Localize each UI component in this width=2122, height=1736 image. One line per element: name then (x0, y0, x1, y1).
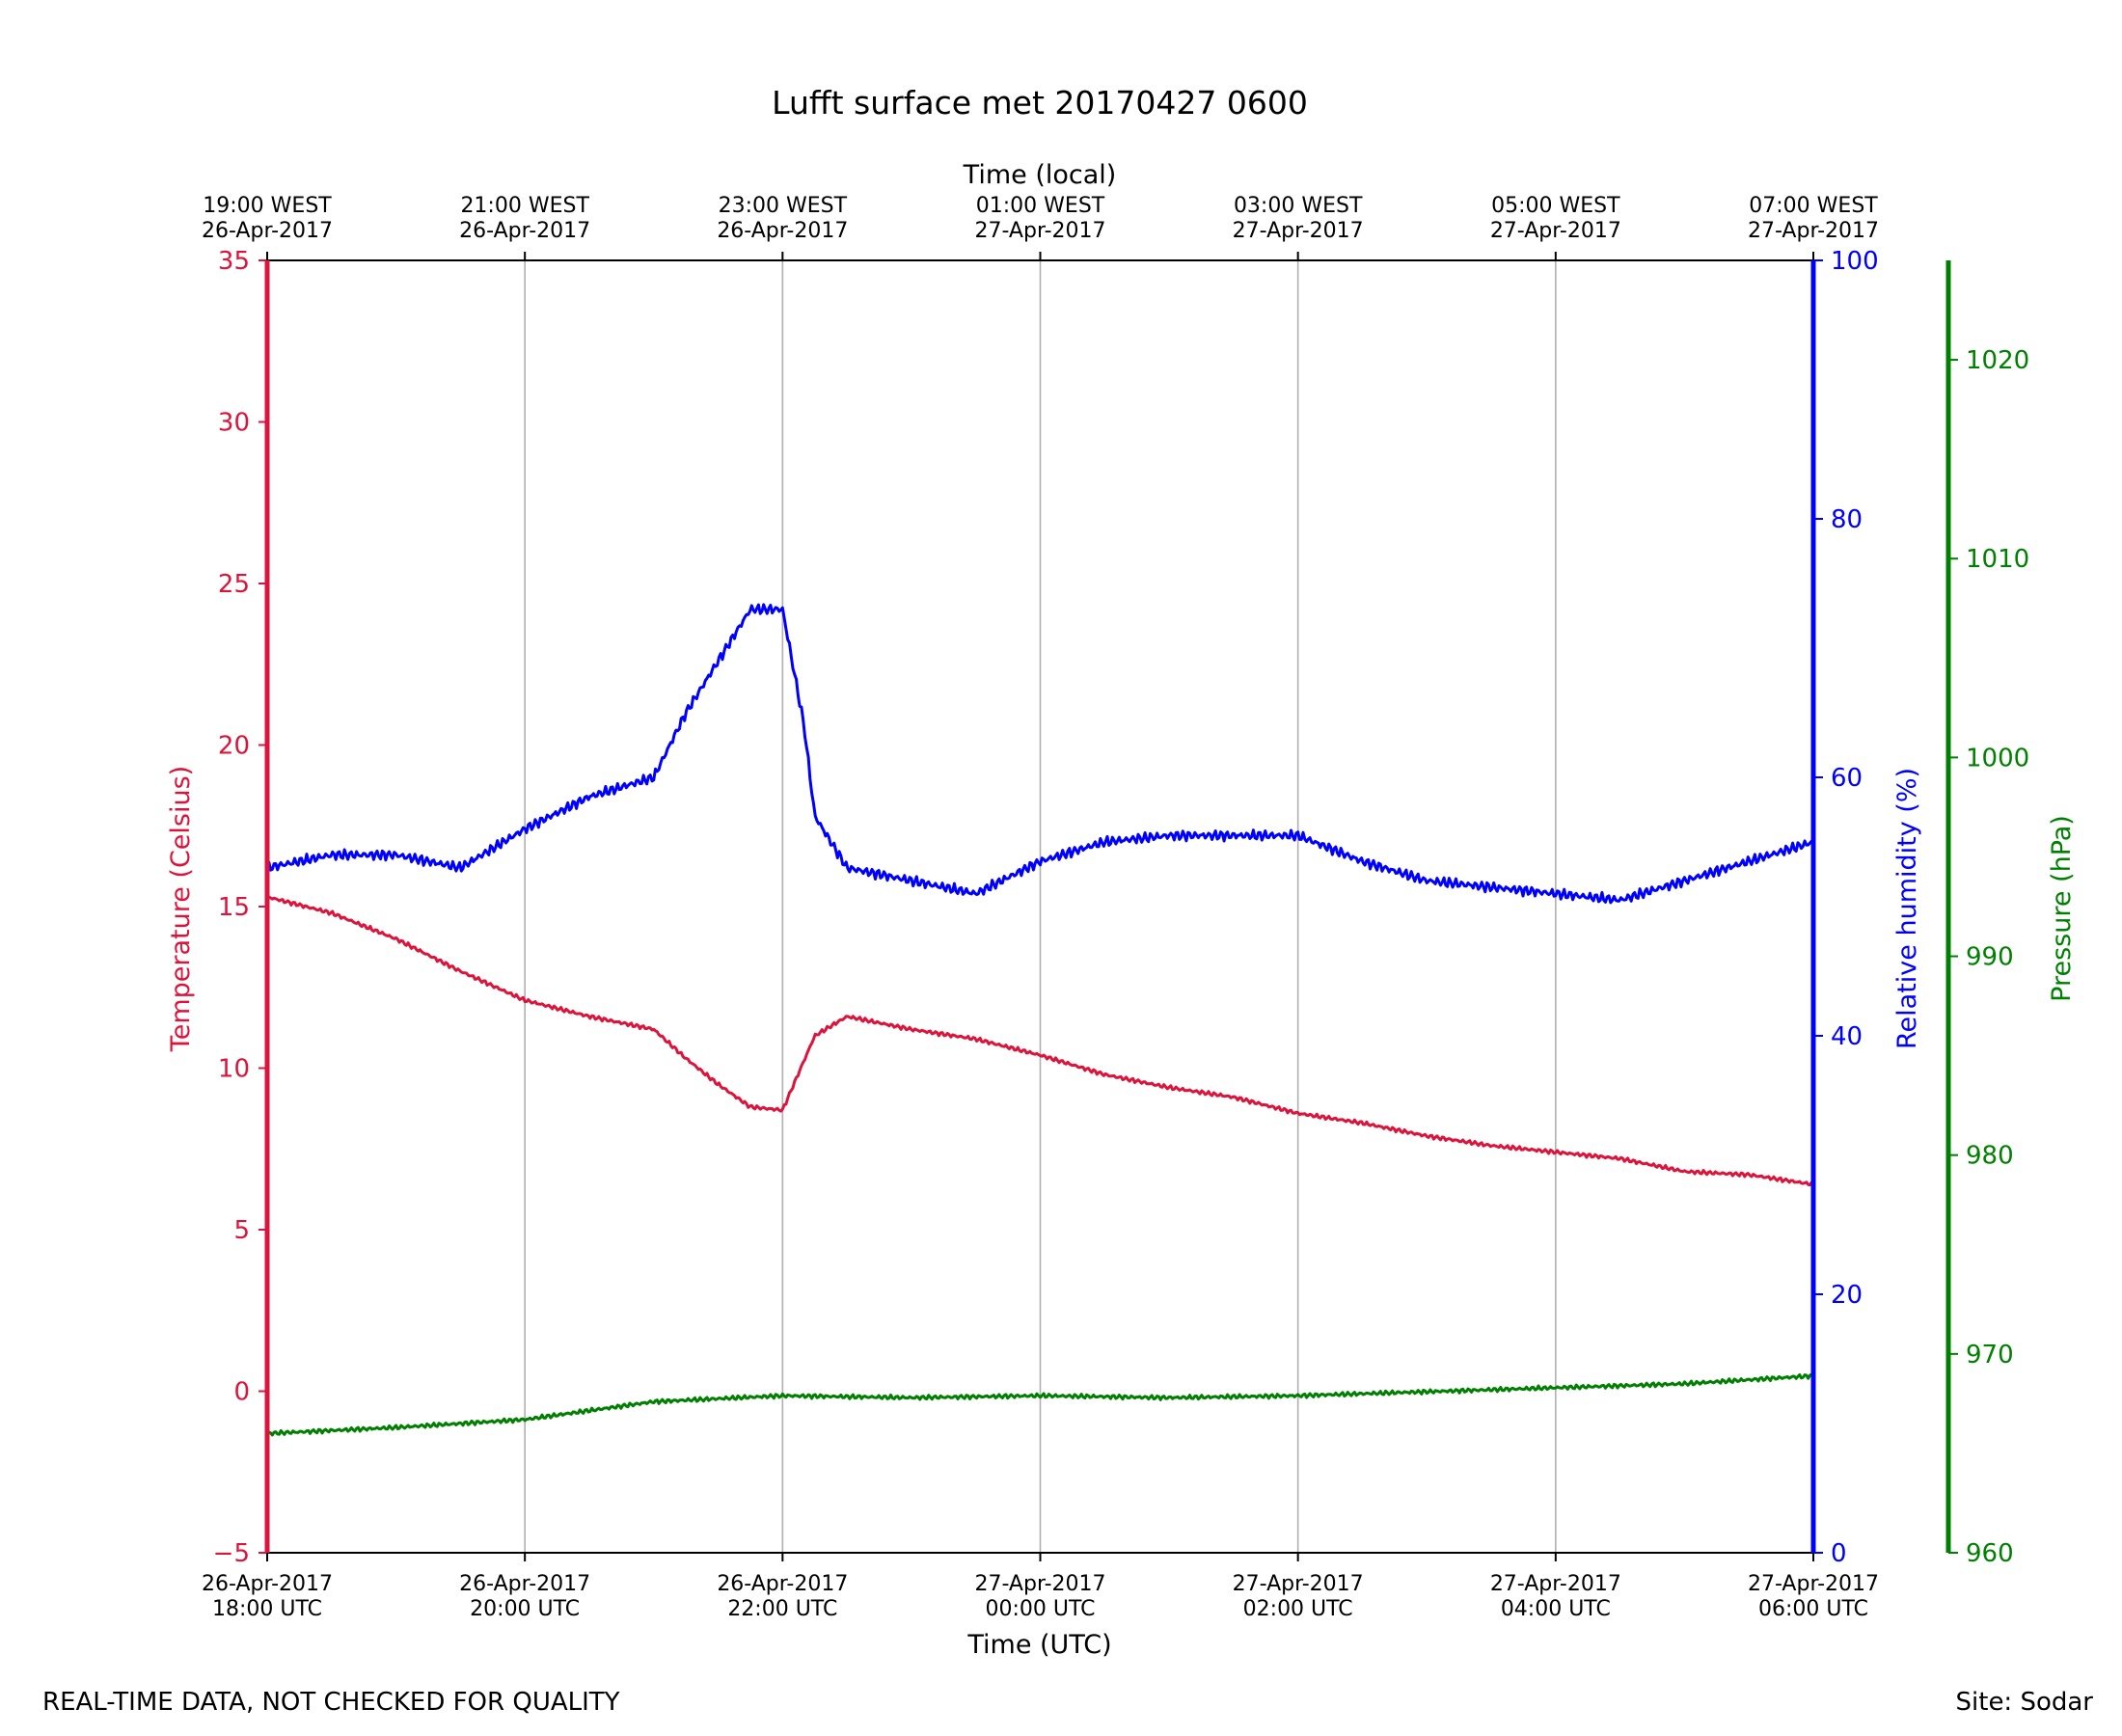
top-tick-label-date: 26-Apr-2017 (459, 219, 590, 243)
x-axis-label: Time (UTC) (966, 1630, 1111, 1660)
x-tick-label-time: 02:00 UTC (1243, 1597, 1353, 1621)
pressure-tick-label: 960 (1966, 1539, 2014, 1568)
humidity-series-line (265, 603, 1814, 905)
pressure-series-line (265, 1372, 1815, 1437)
pressure-tick-label: 990 (1966, 943, 2014, 972)
x-tick-label-time: 20:00 UTC (470, 1597, 580, 1621)
pressure-axis-label: Pressure (hPa) (2047, 815, 2077, 1002)
top-tick-label-date: 27-Apr-2017 (1748, 219, 1879, 243)
x-tick-label-date: 27-Apr-2017 (1490, 1572, 1621, 1596)
temperature-tick-label: 10 (218, 1055, 250, 1084)
top-tick-label-time: 05:00 WEST (1491, 194, 1620, 218)
pressure-tick-label: 1020 (1966, 346, 2029, 375)
grid (524, 260, 1557, 1553)
temperature-tick-label: 35 (218, 247, 250, 276)
top-tick-label-date: 27-Apr-2017 (1233, 219, 1364, 243)
temperature-tick-label: 0 (233, 1378, 250, 1407)
temperature-tick-label: 5 (233, 1216, 250, 1245)
axes-group: −5 0 5 10 15 20 25 30 35 0 20 40 60 80 100 960 970 980 990… (202, 194, 2029, 1621)
temperature-tick-label: −5 (213, 1539, 250, 1568)
humidity-tick-label: 80 (1831, 505, 1863, 534)
top-tick-label-date: 27-Apr-2017 (1490, 219, 1621, 243)
top-tick-label-time: 23:00 WEST (719, 194, 848, 218)
top-tick-label-date: 27-Apr-2017 (974, 219, 1105, 243)
humidity-tick-label: 60 (1831, 764, 1863, 793)
chart-title: Lufft surface met 20170427 0600 (772, 84, 1308, 122)
humidity-tick-label: 20 (1831, 1281, 1863, 1310)
pressure-tick-label: 1000 (1966, 744, 2029, 773)
x-tick-label-date: 27-Apr-2017 (1748, 1572, 1879, 1596)
pressure-tick-label: 970 (1966, 1341, 2014, 1370)
top-axis-label: Time (local) (963, 160, 1117, 190)
top-tick-label-time: 03:00 WEST (1234, 194, 1363, 218)
humidity-axis-label: Relative humidity (%) (1892, 768, 1922, 1049)
site-label: Site: Sodar (1955, 1688, 2093, 1717)
x-tick-label-date: 26-Apr-2017 (202, 1572, 333, 1596)
humidity-tick-label: 40 (1831, 1022, 1863, 1051)
top-tick-label-time: 01:00 WEST (976, 194, 1105, 218)
x-tick-label-date: 26-Apr-2017 (717, 1572, 848, 1596)
top-tick-label-time: 21:00 WEST (460, 194, 589, 218)
x-tick-label-time: 04:00 UTC (1501, 1597, 1611, 1621)
series-group (265, 603, 1815, 1437)
temperature-tick-label: 20 (218, 732, 250, 761)
x-tick-label-time: 22:00 UTC (727, 1597, 837, 1621)
pressure-tick-label: 1010 (1966, 545, 2029, 574)
x-tick-label-date: 27-Apr-2017 (1233, 1572, 1364, 1596)
temperature-axis-label: Temperature (Celsius) (166, 766, 196, 1052)
temperature-tick-label: 15 (218, 893, 250, 922)
temperature-tick-label: 25 (218, 570, 250, 599)
top-tick-label-date: 26-Apr-2017 (717, 219, 848, 243)
x-tick-label-time: 06:00 UTC (1758, 1597, 1868, 1621)
quality-disclaimer: REAL-TIME DATA, NOT CHECKED FOR QUALITY (42, 1688, 620, 1717)
humidity-tick-label: 0 (1831, 1539, 1847, 1568)
x-tick-label-date: 27-Apr-2017 (974, 1572, 1105, 1596)
x-tick-label-time: 18:00 UTC (212, 1597, 322, 1621)
top-tick-label-date: 26-Apr-2017 (202, 219, 333, 243)
top-tick-label-time: 19:00 WEST (203, 194, 332, 218)
humidity-tick-label: 100 (1831, 247, 1879, 276)
top-tick-label-time: 07:00 WEST (1749, 194, 1878, 218)
x-tick-label-time: 00:00 UTC (985, 1597, 1095, 1621)
x-tick-label-date: 26-Apr-2017 (459, 1572, 590, 1596)
temperature-series-line (266, 894, 1815, 1187)
pressure-tick-label: 980 (1966, 1142, 2014, 1171)
temperature-tick-label: 30 (218, 409, 250, 438)
